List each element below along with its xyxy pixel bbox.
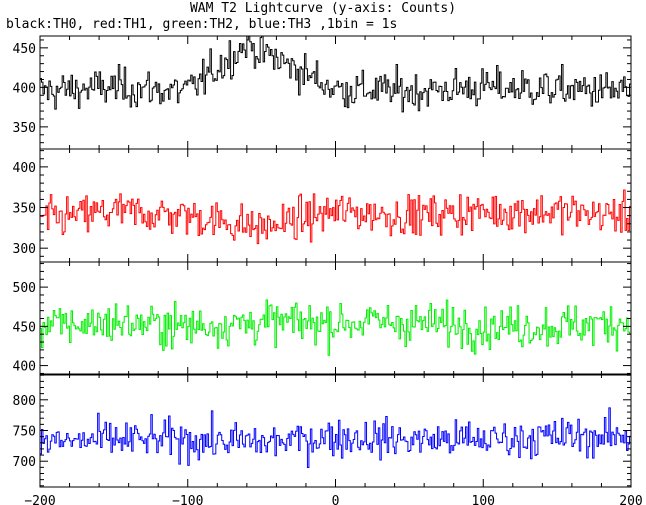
y-tick-label: 700 <box>13 455 36 470</box>
series-line-th3 <box>40 407 631 469</box>
y-tick-label: 350 <box>13 202 36 217</box>
x-tick-label: 0 <box>332 494 340 505</box>
chart-subtitle: black:TH0, red:TH1, green:TH2, blue:TH3 … <box>6 17 398 32</box>
series-line-th0 <box>40 36 631 113</box>
x-tick-label: −200 <box>24 494 55 505</box>
y-tick-label: 400 <box>13 161 36 176</box>
y-tick-label: 800 <box>13 394 36 409</box>
y-tick-label: 750 <box>13 425 36 440</box>
series-line-th2 <box>40 299 631 356</box>
y-tick-label: 350 <box>13 121 36 136</box>
chart-title: WAM T2 Lightcurve (y-axis: Counts) <box>189 1 457 16</box>
x-tick-label: −100 <box>172 494 203 505</box>
y-tick-label: 500 <box>13 281 36 296</box>
y-tick-label: 450 <box>13 42 36 57</box>
y-tick-label: 300 <box>13 242 36 257</box>
y-tick-label: 450 <box>13 320 36 335</box>
y-tick-label: 400 <box>13 360 36 375</box>
series-line-th1 <box>40 189 631 245</box>
x-tick-label: 200 <box>619 494 642 505</box>
x-tick-label: 100 <box>472 494 495 505</box>
y-tick-label: 400 <box>13 81 36 96</box>
